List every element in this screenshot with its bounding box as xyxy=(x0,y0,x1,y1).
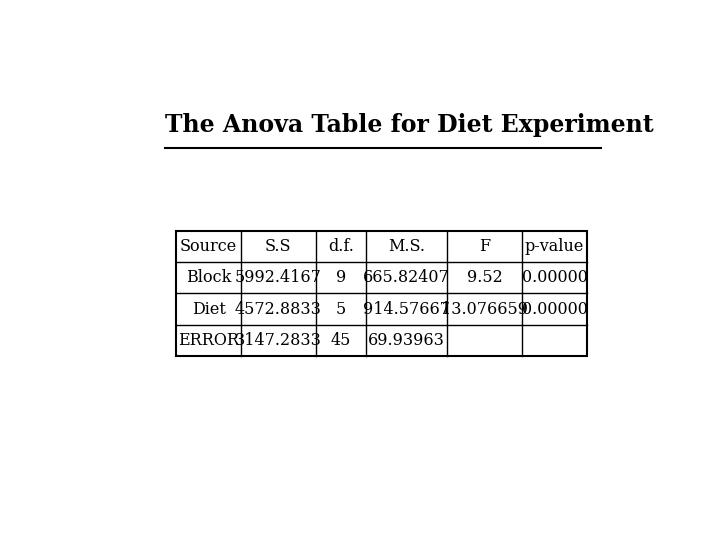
Text: 5: 5 xyxy=(336,301,346,318)
Text: ERROR: ERROR xyxy=(178,332,239,349)
Text: 3147.2833: 3147.2833 xyxy=(235,332,322,349)
Text: M.S.: M.S. xyxy=(388,238,426,255)
Text: S.S: S.S xyxy=(265,238,292,255)
Text: d.f.: d.f. xyxy=(328,238,354,255)
Text: 9.52: 9.52 xyxy=(467,269,503,286)
Text: 69.93963: 69.93963 xyxy=(368,332,445,349)
Text: Source: Source xyxy=(180,238,237,255)
Text: p-value: p-value xyxy=(525,238,584,255)
Text: 9: 9 xyxy=(336,269,346,286)
Text: Block: Block xyxy=(186,269,231,286)
Text: 914.57667: 914.57667 xyxy=(363,301,450,318)
Text: The Anova Table for Diet Experiment: The Anova Table for Diet Experiment xyxy=(166,113,654,137)
Text: 45: 45 xyxy=(331,332,351,349)
Bar xyxy=(176,231,587,356)
Text: 13.076659: 13.076659 xyxy=(441,301,528,318)
Text: Diet: Diet xyxy=(192,301,225,318)
Text: 0.00000: 0.00000 xyxy=(521,301,588,318)
Text: 665.82407: 665.82407 xyxy=(364,269,450,286)
Text: F: F xyxy=(480,238,490,255)
Text: 5992.4167: 5992.4167 xyxy=(235,269,322,286)
Text: 0.00000: 0.00000 xyxy=(521,269,588,286)
Text: 4572.8833: 4572.8833 xyxy=(235,301,322,318)
